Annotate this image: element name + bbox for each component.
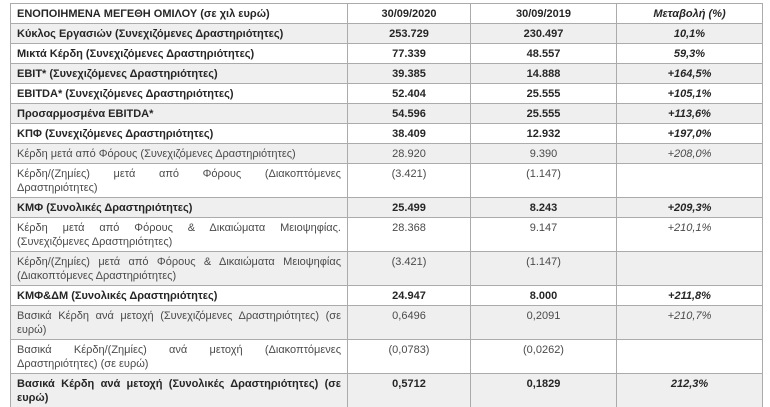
value-2020-cell: 38.409: [347, 123, 471, 144]
change-cell: [616, 163, 763, 198]
row-label-cell: ΚΜΦ (Συνολικές Δραστηριότητες): [10, 197, 348, 218]
row-label-cell: Μικτά Κέρδη (Συνεχιζόμενες Δραστηριότητε…: [10, 43, 348, 64]
table-row: Προσαρμοσμένα EBITDA* 54.596 25.555 +113…: [10, 103, 763, 124]
table-row: Κέρδη μετά από Φόρους & Δικαιώματα Μειοψ…: [10, 217, 763, 252]
row-label-cell: EBIT* (Συνεχιζόμενες Δραστηριότητες): [10, 63, 348, 84]
value-2020-cell: 54.596: [347, 103, 471, 124]
row-label-cell: EBITDA* (Συνεχιζόμενες Δραστηριότητες): [10, 83, 348, 104]
value-2020-cell: (3.421): [347, 163, 471, 198]
value-2020-cell: (3.421): [347, 251, 471, 286]
row-label-cell: Κέρδη μετά από Φόρους & Δικαιώματα Μειοψ…: [10, 217, 348, 252]
value-2019-cell: 8.000: [470, 285, 617, 306]
row-label-cell: Κέρδη/(Ζημίες) μετά από Φόρους & Δικαιώμ…: [10, 251, 348, 286]
row-label-cell: ΚΜΦ&ΔΜ (Συνολικές Δραστηριότητες): [10, 285, 348, 306]
table-row: Μικτά Κέρδη (Συνεχιζόμενες Δραστηριότητε…: [10, 43, 763, 64]
change-cell: +113,6%: [616, 103, 763, 124]
value-2020-cell: 0,5712: [347, 373, 471, 407]
change-cell: [616, 339, 763, 374]
value-2020-cell: 28.920: [347, 143, 471, 164]
value-2020-cell: 77.339: [347, 43, 471, 64]
change-cell: 212,3%: [616, 373, 763, 407]
value-2019-cell: 14.888: [470, 63, 617, 84]
header-row: ΕΝΟΠΟΙΗΜΕΝΑ ΜΕΓΕΘΗ ΟΜΙΛΟΥ (σε χιλ ευρώ) …: [10, 3, 763, 24]
value-2020-cell: (0,0783): [347, 339, 471, 374]
row-label-cell: Βασικά Κέρδη/(Ζημίες) ανά μετοχή (Διακοπ…: [10, 339, 348, 374]
value-2020-cell: 253.729: [347, 23, 471, 44]
metric-column-header: ΕΝΟΠΟΙΗΜΕΝΑ ΜΕΓΕΘΗ ΟΜΙΛΟΥ (σε χιλ ευρώ): [10, 3, 348, 24]
value-2019-cell: 25.555: [470, 83, 617, 104]
value-2020-cell: 0,6496: [347, 305, 471, 340]
row-label-cell: Κέρδη/(Ζημίες) μετά από Φόρους (Διακοπτό…: [10, 163, 348, 198]
table-row: ΚΜΦ (Συνολικές Δραστηριότητες) 25.499 8.…: [10, 197, 763, 218]
value-2019-cell: 0,1829: [470, 373, 617, 407]
row-label-cell: Προσαρμοσμένα EBITDA*: [10, 103, 348, 124]
change-cell: +211,8%: [616, 285, 763, 306]
value-2020-cell: 39.385: [347, 63, 471, 84]
table-row: Κέρδη/(Ζημίες) μετά από Φόρους (Διακοπτό…: [10, 163, 763, 198]
value-2019-cell: 9.390: [470, 143, 617, 164]
change-cell: +105,1%: [616, 83, 763, 104]
table-header: ΕΝΟΠΟΙΗΜΕΝΑ ΜΕΓΕΘΗ ΟΜΙΛΟΥ (σε χιλ ευρώ) …: [10, 3, 763, 24]
value-2020-cell: 28.368: [347, 217, 471, 252]
change-cell: +197,0%: [616, 123, 763, 144]
change-cell: +164,5%: [616, 63, 763, 84]
value-2020-cell: 52.404: [347, 83, 471, 104]
value-2020-cell: 24.947: [347, 285, 471, 306]
table-row: Βασικά Κέρδη ανά μετοχή (Συνολικές Δραστ…: [10, 373, 763, 407]
row-label-cell: Βασικά Κέρδη ανά μετοχή (Συνολικές Δραστ…: [10, 373, 348, 407]
value-2019-cell: 12.932: [470, 123, 617, 144]
change-cell: 10,1%: [616, 23, 763, 44]
value-2019-cell: 9.147: [470, 217, 617, 252]
change-cell: [616, 251, 763, 286]
table-body: Κύκλος Εργασιών (Συνεχιζόμενες Δραστηριό…: [10, 23, 763, 407]
change-cell: 59,3%: [616, 43, 763, 64]
value-2019-cell: (0,0262): [470, 339, 617, 374]
value-2019-cell: (1.147): [470, 251, 617, 286]
date-2020-column-header: 30/09/2020: [347, 3, 471, 24]
consolidated-figures-table: ΕΝΟΠΟΙΗΜΕΝΑ ΜΕΓΕΘΗ ΟΜΙΛΟΥ (σε χιλ ευρώ) …: [10, 3, 763, 407]
row-label-cell: Κέρδη μετά από Φόρους (Συνεχιζόμενες Δρα…: [10, 143, 348, 164]
change-cell: +209,3%: [616, 197, 763, 218]
table-row: Κέρδη/(Ζημίες) μετά από Φόρους & Δικαιώμ…: [10, 251, 763, 286]
table-row: Βασικά Κέρδη ανά μετοχή (Συνεχιζόμενες Δ…: [10, 305, 763, 340]
value-2019-cell: 8.243: [470, 197, 617, 218]
value-2019-cell: 25.555: [470, 103, 617, 124]
table-row: Κέρδη μετά από Φόρους (Συνεχιζόμενες Δρα…: [10, 143, 763, 164]
table-row: ΚΜΦ&ΔΜ (Συνολικές Δραστηριότητες) 24.947…: [10, 285, 763, 306]
change-cell: +210,1%: [616, 217, 763, 252]
table-row: EBIT* (Συνεχιζόμενες Δραστηριότητες) 39.…: [10, 63, 763, 84]
table-row: ΚΠΦ (Συνεχιζόμενες Δραστηριότητες) 38.40…: [10, 123, 763, 144]
row-label-cell: Βασικά Κέρδη ανά μετοχή (Συνεχιζόμενες Δ…: [10, 305, 348, 340]
row-label-cell: Κύκλος Εργασιών (Συνεχιζόμενες Δραστηριό…: [10, 23, 348, 44]
table-row: Κύκλος Εργασιών (Συνεχιζόμενες Δραστηριό…: [10, 23, 763, 44]
change-column-header: Μεταβολή (%): [616, 3, 763, 24]
table-row: EBITDA* (Συνεχιζόμενες Δραστηριότητες) 5…: [10, 83, 763, 104]
row-label-cell: ΚΠΦ (Συνεχιζόμενες Δραστηριότητες): [10, 123, 348, 144]
value-2019-cell: 48.557: [470, 43, 617, 64]
change-cell: +208,0%: [616, 143, 763, 164]
table-row: Βασικά Κέρδη/(Ζημίες) ανά μετοχή (Διακοπ…: [10, 339, 763, 374]
value-2020-cell: 25.499: [347, 197, 471, 218]
value-2019-cell: 0,2091: [470, 305, 617, 340]
date-2019-column-header: 30/09/2019: [470, 3, 617, 24]
value-2019-cell: (1.147): [470, 163, 617, 198]
change-cell: +210,7%: [616, 305, 763, 340]
value-2019-cell: 230.497: [470, 23, 617, 44]
